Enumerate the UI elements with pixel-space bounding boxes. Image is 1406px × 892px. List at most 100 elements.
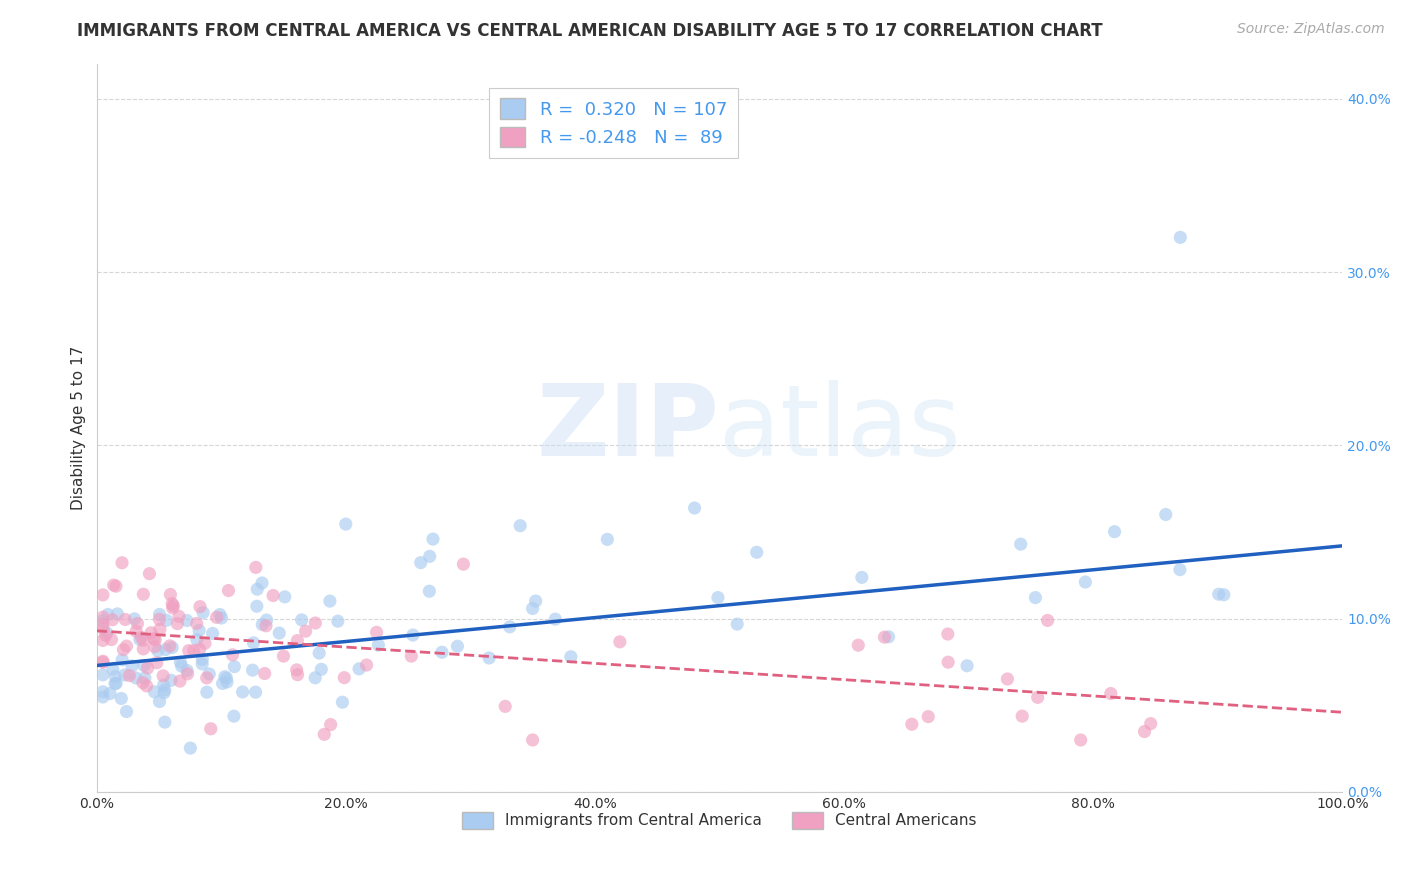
Point [91,654,114,668]
Point [129,631,152,645]
Point [1070,733,1092,747]
Point [149,623,172,637]
Point [262,589,284,603]
Point [153,686,176,700]
Text: atlas: atlas [720,379,962,476]
Point [110,691,132,706]
Point [155,642,177,657]
Point [214,670,236,684]
Point [104,676,127,690]
Point [956,658,979,673]
Point [105,607,128,621]
Point [153,682,176,697]
Point [91,668,114,682]
Point [183,643,205,657]
Point [152,669,174,683]
Point [167,609,190,624]
Point [143,685,166,699]
Point [311,662,333,676]
Point [152,678,174,692]
Point [326,614,349,628]
Point [333,671,356,685]
Point [509,518,531,533]
Point [1212,588,1234,602]
Point [308,646,330,660]
Point [101,662,124,676]
Point [191,606,214,620]
Point [91,610,114,624]
Point [1074,574,1097,589]
Point [285,663,308,677]
Point [91,690,114,704]
Point [254,619,277,633]
Point [91,633,114,648]
Point [218,583,240,598]
Text: IMMIGRANTS FROM CENTRAL AMERICA VS CENTRAL AMERICAN DISABILITY AGE 5 TO 17 CORRE: IMMIGRANTS FROM CENTRAL AMERICA VS CENTR… [77,22,1102,40]
Point [499,620,522,634]
Point [250,576,273,591]
Point [1168,563,1191,577]
Point [176,614,198,628]
Point [211,611,233,625]
Point [1133,724,1156,739]
Point [1208,587,1230,601]
Point [997,672,1019,686]
Point [256,613,278,627]
Point [745,545,768,559]
Point [98,686,121,700]
Point [200,722,222,736]
Point [314,727,336,741]
Point [873,630,896,644]
Point [1099,686,1122,700]
Point [146,644,169,658]
Point [159,639,181,653]
Point [160,673,183,688]
Point [287,667,309,681]
Point [304,671,326,685]
Point [132,633,155,648]
Point [846,638,869,652]
Point [409,556,432,570]
Point [221,648,243,662]
Point [169,674,191,689]
Point [132,675,155,690]
Point [118,668,141,682]
Point [194,636,217,650]
Point [103,578,125,592]
Point [160,640,183,655]
Point [188,599,211,614]
Point [160,597,183,611]
Point [917,709,939,723]
Point [936,627,959,641]
Point [145,656,167,670]
Point [111,556,134,570]
Point [176,664,198,678]
Point [560,649,582,664]
Point [128,632,150,647]
Point [356,658,378,673]
Point [153,715,176,730]
Point [609,635,631,649]
Point [139,625,162,640]
Point [177,643,200,657]
Point [245,685,267,699]
Point [91,588,114,602]
Point [91,685,114,699]
Point [104,579,127,593]
Point [901,717,924,731]
Legend: Immigrants from Central America, Central Americans: Immigrants from Central America, Central… [456,805,983,835]
Point [287,633,309,648]
Point [252,617,274,632]
Point [162,600,184,615]
Point [1168,230,1191,244]
Point [191,657,214,671]
Point [188,624,211,638]
Point [1026,690,1049,705]
Point [134,671,156,685]
Point [245,560,267,574]
Point [401,649,423,664]
Point [91,614,114,628]
Point [224,659,246,673]
Point [1024,591,1046,605]
Point [319,594,342,608]
